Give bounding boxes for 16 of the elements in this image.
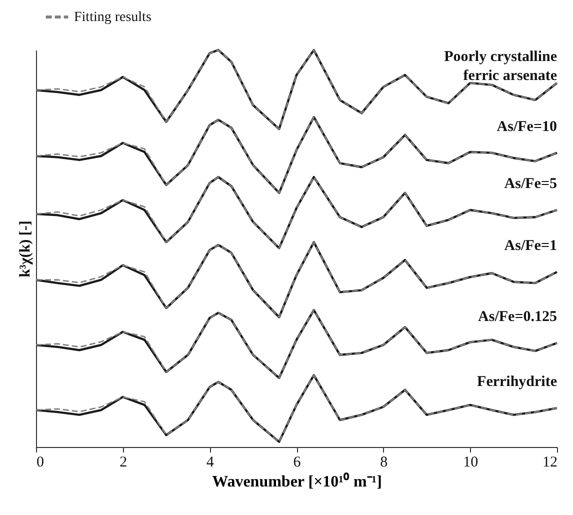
series-label: Ferrihydrite xyxy=(477,374,558,390)
series-label: As/Fe=0.125 xyxy=(478,308,557,325)
series-label: As/Fe=1 xyxy=(504,238,557,254)
x-tick-label: 0 xyxy=(36,454,44,470)
x-axis-title: Wavenumber [×10¹⁰ m⁻¹] xyxy=(212,472,382,490)
series-label: As/Fe=10 xyxy=(496,118,557,135)
x-tick-label: 10 xyxy=(463,454,478,470)
x-tick-label: 4 xyxy=(206,454,214,470)
x-tick-label: 6 xyxy=(293,454,302,470)
x-tick-label: 8 xyxy=(380,454,388,470)
x-tick-label: 2 xyxy=(120,454,128,470)
x-tick-label: 12 xyxy=(542,454,558,470)
series-label: As/Fe=5 xyxy=(504,176,557,192)
y-axis-title: k³χ(k) [-] xyxy=(18,220,34,278)
legend-label: Fitting results xyxy=(74,10,152,25)
series-label: Poorly crystalline ferric arsenate xyxy=(444,48,558,84)
